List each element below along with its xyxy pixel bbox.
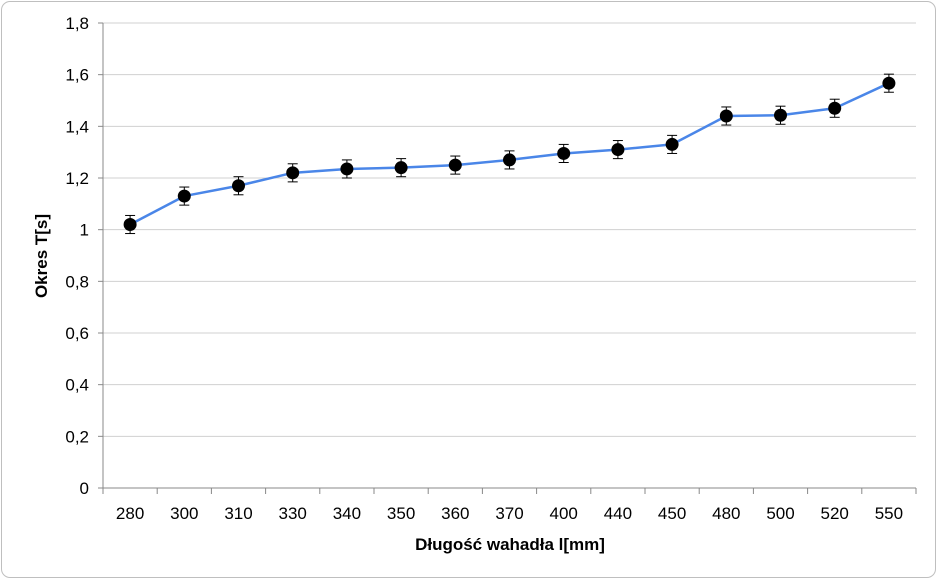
gridlines (103, 22, 916, 437)
x-tick-label: 360 (441, 504, 469, 523)
y-tick-label: 1,4 (65, 117, 89, 136)
y-tick-label: 0,4 (65, 376, 89, 395)
data-point (232, 179, 245, 193)
x-tick-label: 440 (604, 504, 632, 523)
data-point (123, 218, 137, 231)
y-tick-label: 0,8 (65, 272, 89, 291)
x-tick-label: 370 (495, 504, 523, 523)
x-tick-label: 500 (766, 504, 794, 523)
data-point (286, 166, 300, 180)
x-tick-labels: 280 300 310 330 340 350 360 370 400 440 450 480 500 5… (116, 504, 903, 523)
y-tick-label: 1,6 (65, 66, 89, 85)
data-point (177, 189, 191, 203)
x-tick-label: 340 (333, 504, 361, 523)
y-tick-label: 1 (80, 221, 89, 240)
data-point (611, 143, 625, 157)
x-tick-label: 300 (170, 504, 198, 523)
data-point (719, 109, 733, 123)
x-tick-label: 520 (821, 504, 849, 523)
x-tick-label: 280 (116, 504, 144, 523)
y-axis-title: Okres T[s] (32, 214, 51, 298)
data-point (828, 101, 842, 115)
data-point (394, 161, 408, 175)
x-axis-title: Długość wahadła l[mm] (415, 535, 605, 554)
y-tick-label: 1,2 (65, 169, 89, 188)
x-tick-label: 550 (875, 504, 903, 523)
x-tick-label: 350 (387, 504, 415, 523)
y-tick-label: 0,6 (65, 324, 89, 343)
x-tick-label: 480 (712, 504, 740, 523)
y-tick-label: 1,8 (65, 14, 89, 33)
y-tick-label: 0 (80, 479, 89, 498)
data-point (503, 153, 516, 167)
x-tick-label: 400 (550, 504, 578, 523)
x-tick-label: 330 (279, 504, 307, 523)
data-point (557, 146, 571, 160)
data-point (665, 137, 679, 151)
y-tick-label: 0,2 (65, 427, 89, 446)
x-tick-label: 450 (658, 504, 686, 523)
series (123, 73, 896, 235)
data-point (882, 76, 896, 90)
axes (98, 22, 917, 494)
y-tick-labels: 0 0,2 0,4 0,6 0,8 1 1,2 1,4 1,6 1,8 (65, 14, 89, 498)
data-point (448, 158, 462, 172)
data-point (774, 108, 787, 122)
x-tick-label: 310 (224, 504, 252, 523)
data-point (340, 162, 354, 176)
